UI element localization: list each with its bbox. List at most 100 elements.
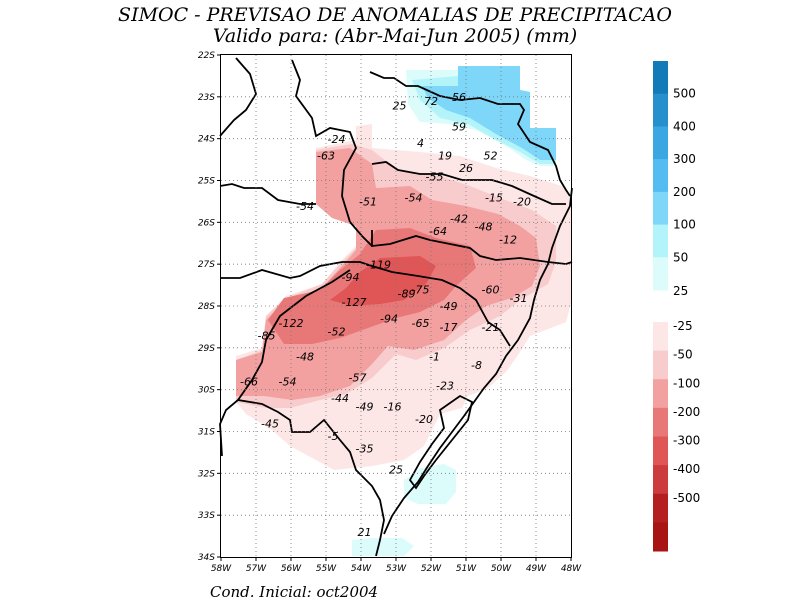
y-tick-label: 27S	[198, 260, 215, 270]
colorbar-label-positive: 100	[673, 218, 696, 232]
x-tick-label: 50W	[491, 564, 512, 574]
y-tick-label: 32S	[198, 469, 215, 479]
x-tick-label: 54W	[351, 564, 372, 574]
anomaly-value-label: -65	[412, 317, 430, 330]
y-tick-label: 22S	[198, 51, 215, 61]
anomaly-value-label: -42	[450, 212, 468, 225]
x-tick-label: 49W	[526, 564, 547, 574]
anomaly-value-label: -31	[510, 292, 528, 305]
colorbar-label-positive: 300	[673, 152, 696, 166]
anomaly-value-label: -23	[436, 380, 454, 393]
anomaly-value-label: -15	[485, 191, 503, 204]
colorbar-swatch-negative	[653, 379, 668, 409]
lagoa-dos-patos	[408, 394, 474, 490]
anomaly-value-label: -49	[440, 300, 458, 313]
anomaly-value-label: -94	[380, 313, 398, 326]
anomaly-value-label: 25	[393, 99, 407, 112]
anomaly-value-label: -21	[482, 321, 500, 334]
colorbar-label-positive: 25	[673, 284, 688, 298]
y-tick-label: 28S	[198, 302, 215, 312]
colorbar-label-positive: 200	[673, 185, 696, 199]
colorbar-label-negative: -300	[673, 434, 700, 448]
anomaly-value-label: -49	[356, 401, 374, 414]
colorbar-swatch-negative	[653, 407, 668, 437]
y-tick-label: 23S	[198, 93, 215, 103]
colorbar-swatch-negative	[653, 493, 668, 523]
colorbar-swatch-positive	[653, 93, 668, 127]
anomaly-value-label: -51	[359, 196, 377, 209]
x-tick-label: 58W	[211, 564, 232, 574]
y-tick-label: 26S	[198, 218, 215, 228]
anomaly-value-label: -20	[513, 196, 531, 209]
anomaly-value-label: -63	[317, 150, 335, 163]
anomaly-value-label: -75	[412, 283, 430, 296]
anomaly-value-label: -12	[499, 233, 517, 246]
colorbar-swatch-positive	[653, 224, 668, 258]
colorbar: 500 400 300 200 100 50 25 -25 -50 -100 -200 -300 -40…	[653, 61, 700, 552]
border-argentina-northwest	[219, 183, 316, 205]
anomaly-value-label: -16	[384, 401, 402, 414]
anomaly-value-label: -35	[356, 442, 374, 455]
anomaly-value-label: -45	[261, 417, 279, 430]
anomaly-value-label: 72	[424, 95, 438, 108]
anomaly-value-label: -85	[258, 329, 276, 342]
y-tick-label: 30S	[198, 386, 215, 396]
anomaly-value-label: -66	[240, 375, 258, 388]
anomaly-value-label: 52	[484, 150, 498, 163]
anomaly-value-label: -55	[426, 171, 444, 184]
anomaly-value-label: -89	[398, 288, 416, 301]
anomaly-value-label: -122	[279, 317, 304, 330]
colorbar-label-negative: -500	[673, 491, 700, 505]
anomaly-value-label: -52	[328, 325, 346, 338]
colorbar-swatch-negative	[653, 322, 668, 352]
anomaly-value-label: 26	[459, 162, 473, 175]
anomaly-value-label: 59	[452, 120, 466, 133]
x-tick-label: 55W	[316, 564, 337, 574]
colorbar-label-negative: -100	[673, 376, 700, 390]
colorbar-swatch-negative	[653, 522, 668, 552]
anomaly-value-label: -57	[349, 371, 367, 384]
colorbar-label-negative: -50	[673, 348, 693, 362]
colorbar-swatch-positive	[653, 191, 668, 226]
anomaly-value-label: -5	[328, 430, 339, 443]
y-tick-label: 33S	[198, 511, 215, 521]
anomaly-value-label: -94	[342, 271, 360, 284]
anomaly-value-label: -8	[471, 359, 482, 372]
anomaly-value-label: 19	[438, 150, 452, 163]
coastline-rs	[383, 187, 573, 535]
y-axis: 22S 23S 24S 25S 26S 27S 28S 29S 30S 31S 32S 33S 34S	[198, 51, 221, 563]
initial-condition-label: Cond. Inicial: oct2004	[210, 583, 378, 601]
colorbar-label-negative: -400	[673, 462, 700, 476]
x-tick-label: 56W	[281, 564, 302, 574]
anomaly-value-label: -1	[429, 350, 440, 363]
anomaly-value-label: -127	[342, 296, 367, 309]
colorbar-label-negative: -25	[673, 319, 693, 333]
positive-anomaly-area-south	[352, 464, 456, 556]
anomaly-value-label: -64	[429, 225, 447, 238]
y-tick-label: 34S	[198, 553, 215, 563]
anomaly-value-label: -54	[296, 200, 314, 213]
anomaly-value-label: 25	[389, 463, 403, 476]
colorbar-swatch-positive	[653, 61, 668, 95]
anomaly-value-label: -44	[331, 392, 349, 405]
border-state-paranapanema	[369, 71, 571, 197]
anomaly-value-label: -60	[482, 283, 500, 296]
anomaly-value-label: -48	[475, 221, 493, 234]
chart-title: SIMOC - PREVISAO DE ANOMALIAS DE PRECIPI…	[118, 4, 672, 26]
positive-anomaly-area-core	[422, 66, 556, 160]
anomaly-value-label: 21	[358, 526, 372, 539]
colorbar-swatch-negative	[653, 436, 668, 466]
anomaly-value-label: -48	[296, 350, 314, 363]
border-paraguay-west	[219, 57, 257, 137]
x-tick-label: 51W	[456, 564, 477, 574]
y-tick-label: 25S	[198, 177, 215, 187]
x-tick-label: 52W	[421, 564, 442, 574]
border-state-pr-sc	[371, 161, 566, 205]
colorbar-label-positive: 50	[673, 250, 688, 264]
border-brazil-uruguay	[237, 399, 385, 557]
anomaly-value-label: -54	[405, 191, 423, 204]
colorbar-label-positive: 400	[673, 119, 696, 133]
colorbar-swatch-negative	[653, 465, 668, 495]
